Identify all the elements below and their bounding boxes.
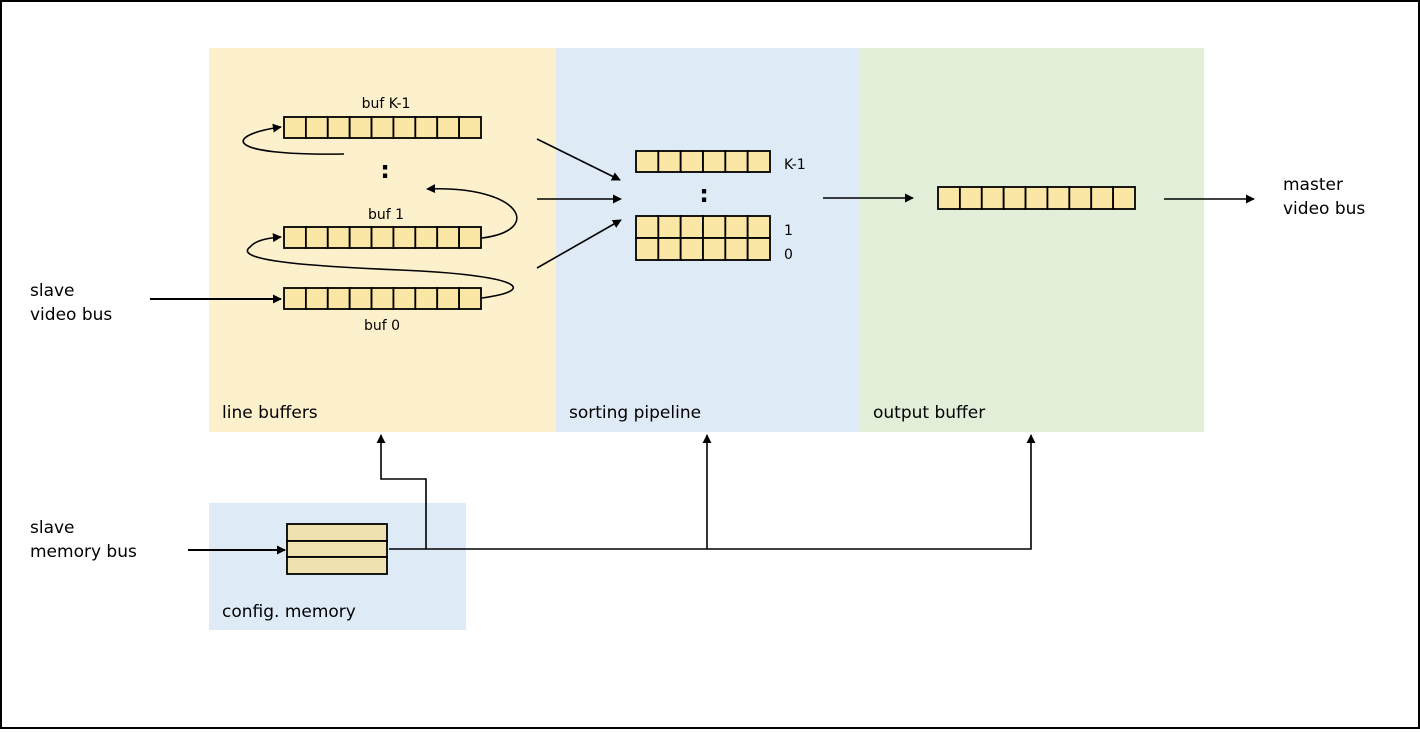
pipe-0-cell <box>724 237 749 261</box>
line-buffers-label: line buffers <box>222 403 318 423</box>
buf-0-cell <box>414 287 439 310</box>
slave-memory-bus-label-2: memory bus <box>30 542 137 562</box>
out-buf-cell <box>1068 186 1093 210</box>
buf-0-cell <box>283 287 307 310</box>
pipe-k1-cell <box>702 150 727 173</box>
buffer-0 <box>283 287 482 310</box>
output-buffer-region <box>860 48 1204 432</box>
buf-0-label: buf 0 <box>364 318 400 334</box>
buf-0-cell <box>348 287 373 310</box>
pipe-k1-cell <box>657 150 682 173</box>
buffer-k-minus-1 <box>283 116 482 139</box>
master-video-bus-label-1: master <box>1283 175 1343 195</box>
pipeline-0-label: 0 <box>784 247 793 263</box>
pipeline-register-0 <box>635 237 771 261</box>
wrap-arrow-1-to-ellipsis <box>426 184 518 239</box>
wrap-arrow-k1 <box>242 123 345 155</box>
buf-1-cell <box>370 226 395 249</box>
out-buf-cell <box>1024 186 1049 210</box>
buf-0-cell <box>304 287 329 310</box>
buf-0-cell <box>392 287 417 310</box>
wrap-arrow-0-to-1 <box>246 233 514 299</box>
buf-1-cell <box>392 226 417 249</box>
master-video-bus-label-2: video bus <box>1283 199 1365 219</box>
cfg-mem-row2-cell <box>286 556 388 575</box>
cfg-mem-row1-cell <box>286 540 388 558</box>
buf-k1-cell <box>348 116 373 139</box>
cfg-mem-row0-cell <box>286 523 388 542</box>
buffer-1 <box>283 226 482 249</box>
sorting-pipeline-label: sorting pipeline <box>569 403 701 423</box>
pipe-0-cell <box>657 237 682 261</box>
arrow-lb-to-pipeline-top <box>536 138 621 181</box>
buf-k1-cell <box>458 116 482 139</box>
pipeline-register-1 <box>635 215 771 239</box>
buf-k1-cell <box>326 116 351 139</box>
pipe-0-cell <box>746 237 771 261</box>
output-buffer-label: output buffer <box>873 403 985 423</box>
buf-1-label: buf 1 <box>368 207 404 223</box>
buffers-ellipsis: : <box>380 156 390 184</box>
pipe-1-cell <box>702 215 727 239</box>
buf-k1-cell <box>283 116 307 139</box>
pipe-1-cell <box>679 215 704 239</box>
out-buf-cell <box>1046 186 1071 210</box>
pipe-1-cell <box>657 215 682 239</box>
config-to-output-buffer <box>389 434 1036 550</box>
buf-1-cell <box>436 226 461 249</box>
out-buf-cell <box>937 186 961 210</box>
pipe-0-cell <box>679 237 704 261</box>
slave-video-bus-label-2: video bus <box>30 305 112 325</box>
pipeline-ellipsis: : <box>699 180 709 208</box>
buf-1-cell <box>304 226 329 249</box>
pipe-k1-cell <box>679 150 704 173</box>
buf-1-cell <box>326 226 351 249</box>
out-buf-cell <box>1002 186 1027 210</box>
buf-1-cell <box>458 226 482 249</box>
pipe-0-cell <box>635 237 660 261</box>
pipe-k1-cell <box>746 150 771 173</box>
pipe-k1-cell <box>635 150 660 173</box>
buf-k1-cell <box>436 116 461 139</box>
buf-k1-cell <box>392 116 417 139</box>
slave-memory-bus-label-1: slave <box>30 518 75 538</box>
buf-k1-cell <box>414 116 439 139</box>
out-buf-cell <box>1090 186 1115 210</box>
pipe-1-cell <box>724 215 749 239</box>
arrow-lb-to-pipeline-bottom <box>536 219 622 269</box>
buf-0-cell <box>458 287 482 310</box>
pipeline-k1-label: K-1 <box>784 157 806 173</box>
pipe-0-cell <box>702 237 727 261</box>
config-memory-block <box>286 523 388 575</box>
pipe-k1-cell <box>724 150 749 173</box>
buf-0-cell <box>326 287 351 310</box>
buf-k1-label: buf K-1 <box>362 96 411 112</box>
out-buf-cell <box>1112 186 1136 210</box>
pipeline-1-label: 1 <box>784 223 793 239</box>
config-memory-label: config. memory <box>222 602 356 622</box>
pipe-1-cell <box>635 215 660 239</box>
out-buf-cell <box>980 186 1005 210</box>
slave-video-bus-label-1: slave <box>30 281 75 301</box>
buf-1-cell <box>414 226 439 249</box>
buf-k1-cell <box>370 116 395 139</box>
buf-1-cell <box>348 226 373 249</box>
pipe-1-cell <box>746 215 771 239</box>
pipeline-register-k-minus-1 <box>635 150 771 173</box>
out-buf-cell <box>958 186 983 210</box>
buf-1-cell <box>283 226 307 249</box>
buf-0-cell <box>370 287 395 310</box>
config-to-line-buffers <box>376 434 427 549</box>
buf-k1-cell <box>304 116 329 139</box>
buf-0-cell <box>436 287 461 310</box>
output-buffer-register <box>937 186 1136 210</box>
